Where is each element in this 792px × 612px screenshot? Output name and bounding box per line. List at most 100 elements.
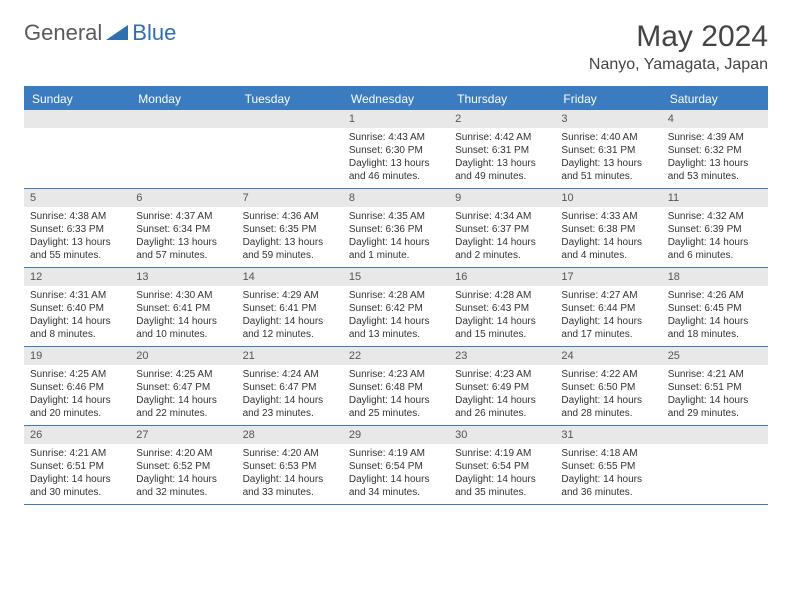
cell-body [24, 128, 130, 135]
daylight-text: Daylight: 14 hours and 1 minute. [349, 236, 443, 262]
day-number: . [662, 426, 768, 444]
day-number: 6 [130, 189, 236, 207]
calendar-cell: 2Sunrise: 4:42 AMSunset: 6:31 PMDaylight… [449, 110, 555, 188]
daylight-text: Daylight: 14 hours and 26 minutes. [455, 394, 549, 420]
calendar-cell: 3Sunrise: 4:40 AMSunset: 6:31 PMDaylight… [555, 110, 661, 188]
sunset-text: Sunset: 6:50 PM [561, 381, 655, 394]
week-row: 12Sunrise: 4:31 AMSunset: 6:40 PMDayligh… [24, 268, 768, 347]
sunset-text: Sunset: 6:33 PM [30, 223, 124, 236]
calendar-cell: 8Sunrise: 4:35 AMSunset: 6:36 PMDaylight… [343, 189, 449, 267]
cell-body: Sunrise: 4:21 AMSunset: 6:51 PMDaylight:… [662, 365, 768, 424]
sunrise-text: Sunrise: 4:43 AM [349, 131, 443, 144]
day-number: 11 [662, 189, 768, 207]
location: Nanyo, Yamagata, Japan [589, 56, 768, 74]
calendar-cell: 4Sunrise: 4:39 AMSunset: 6:32 PMDaylight… [662, 110, 768, 188]
sunrise-text: Sunrise: 4:34 AM [455, 210, 549, 223]
day-number: 25 [662, 347, 768, 365]
cell-body: Sunrise: 4:21 AMSunset: 6:51 PMDaylight:… [24, 444, 130, 503]
day-number: . [130, 110, 236, 128]
daylight-text: Daylight: 14 hours and 29 minutes. [668, 394, 762, 420]
calendar-cell: 1Sunrise: 4:43 AMSunset: 6:30 PMDaylight… [343, 110, 449, 188]
sunset-text: Sunset: 6:45 PM [668, 302, 762, 315]
sunset-text: Sunset: 6:43 PM [455, 302, 549, 315]
sunset-text: Sunset: 6:51 PM [668, 381, 762, 394]
day-number: 19 [24, 347, 130, 365]
sunset-text: Sunset: 6:42 PM [349, 302, 443, 315]
calendar: Sunday Monday Tuesday Wednesday Thursday… [24, 86, 768, 505]
day-number: 14 [237, 268, 343, 286]
calendar-cell: 9Sunrise: 4:34 AMSunset: 6:37 PMDaylight… [449, 189, 555, 267]
day-number: 23 [449, 347, 555, 365]
day-number: 24 [555, 347, 661, 365]
sunrise-text: Sunrise: 4:29 AM [243, 289, 337, 302]
sunset-text: Sunset: 6:46 PM [30, 381, 124, 394]
daylight-text: Daylight: 13 hours and 53 minutes. [668, 157, 762, 183]
daylight-text: Daylight: 13 hours and 57 minutes. [136, 236, 230, 262]
daylight-text: Daylight: 13 hours and 55 minutes. [30, 236, 124, 262]
sunrise-text: Sunrise: 4:42 AM [455, 131, 549, 144]
sunset-text: Sunset: 6:30 PM [349, 144, 443, 157]
calendar-cell: 25Sunrise: 4:21 AMSunset: 6:51 PMDayligh… [662, 347, 768, 425]
sunrise-text: Sunrise: 4:40 AM [561, 131, 655, 144]
cell-body [662, 444, 768, 451]
sunrise-text: Sunrise: 4:27 AM [561, 289, 655, 302]
day-number: 18 [662, 268, 768, 286]
calendar-cell: 21Sunrise: 4:24 AMSunset: 6:47 PMDayligh… [237, 347, 343, 425]
calendar-cell: 10 Sunrise: 4:33 AMSunset: 6:38 PMDayligh… [555, 189, 661, 267]
day-header-row: Sunday Monday Tuesday Wednesday Thursday… [24, 88, 768, 110]
sunset-text: Sunset: 6:35 PM [243, 223, 337, 236]
day-header: Wednesday [343, 88, 449, 110]
daylight-text: Daylight: 14 hours and 18 minutes. [668, 315, 762, 341]
calendar-cell: . [130, 110, 236, 188]
daylight-text: Daylight: 14 hours and 10 minutes. [136, 315, 230, 341]
sunset-text: Sunset: 6:38 PM [561, 223, 655, 236]
sunset-text: Sunset: 6:54 PM [455, 460, 549, 473]
sunset-text: Sunset: 6:37 PM [455, 223, 549, 236]
calendar-cell: 6Sunrise: 4:37 AMSunset: 6:34 PMDaylight… [130, 189, 236, 267]
cell-body: Sunrise: 4:38 AMSunset: 6:33 PMDaylight:… [24, 207, 130, 266]
sunrise-text: Sunrise: 4:33 AM [561, 210, 655, 223]
cell-body: Sunrise: 4:26 AMSunset: 6:45 PMDaylight:… [662, 286, 768, 345]
sunrise-text: Sunrise: 4:20 AM [136, 447, 230, 460]
cell-body: Sunrise: 4:28 AMSunset: 6:43 PMDaylight:… [449, 286, 555, 345]
day-number: 10 [555, 189, 661, 207]
cell-body: Sunrise: 4:19 AMSunset: 6:54 PMDaylight:… [343, 444, 449, 503]
sunrise-text: Sunrise: 4:22 AM [561, 368, 655, 381]
daylight-text: Daylight: 14 hours and 22 minutes. [136, 394, 230, 420]
cell-body: Sunrise: 4:40 AMSunset: 6:31 PMDaylight:… [555, 128, 661, 187]
day-number: 13 [130, 268, 236, 286]
sunset-text: Sunset: 6:32 PM [668, 144, 762, 157]
calendar-cell: 14Sunrise: 4:29 AMSunset: 6:41 PMDayligh… [237, 268, 343, 346]
day-number: 9 [449, 189, 555, 207]
sunset-text: Sunset: 6:36 PM [349, 223, 443, 236]
day-number: 12 [24, 268, 130, 286]
cell-body: Sunrise: 4:27 AMSunset: 6:44 PMDaylight:… [555, 286, 661, 345]
day-number: . [24, 110, 130, 128]
daylight-text: Daylight: 14 hours and 25 minutes. [349, 394, 443, 420]
day-number: 22 [343, 347, 449, 365]
sunset-text: Sunset: 6:47 PM [136, 381, 230, 394]
calendar-cell: 27Sunrise: 4:20 AMSunset: 6:52 PMDayligh… [130, 426, 236, 504]
sunset-text: Sunset: 6:40 PM [30, 302, 124, 315]
daylight-text: Daylight: 14 hours and 15 minutes. [455, 315, 549, 341]
calendar-cell: . [24, 110, 130, 188]
daylight-text: Daylight: 14 hours and 4 minutes. [561, 236, 655, 262]
sunset-text: Sunset: 6:51 PM [30, 460, 124, 473]
day-number: 30 [449, 426, 555, 444]
cell-body: Sunrise: 4:20 AMSunset: 6:52 PMDaylight:… [130, 444, 236, 503]
sunset-text: Sunset: 6:41 PM [243, 302, 337, 315]
daylight-text: Daylight: 14 hours and 17 minutes. [561, 315, 655, 341]
calendar-cell: 17Sunrise: 4:27 AMSunset: 6:44 PMDayligh… [555, 268, 661, 346]
sunrise-text: Sunrise: 4:19 AM [455, 447, 549, 460]
calendar-cell: . [237, 110, 343, 188]
day-number: 3 [555, 110, 661, 128]
daylight-text: Daylight: 14 hours and 36 minutes. [561, 473, 655, 499]
cell-body: Sunrise: 4:23 AMSunset: 6:49 PMDaylight:… [449, 365, 555, 424]
sunset-text: Sunset: 6:44 PM [561, 302, 655, 315]
daylight-text: Daylight: 13 hours and 49 minutes. [455, 157, 549, 183]
cell-body: Sunrise: 4:23 AMSunset: 6:48 PMDaylight:… [343, 365, 449, 424]
day-number: 8 [343, 189, 449, 207]
calendar-cell: . [662, 426, 768, 504]
cell-body: Sunrise: 4:36 AMSunset: 6:35 PMDaylight:… [237, 207, 343, 266]
month-title: May 2024 [589, 20, 768, 54]
